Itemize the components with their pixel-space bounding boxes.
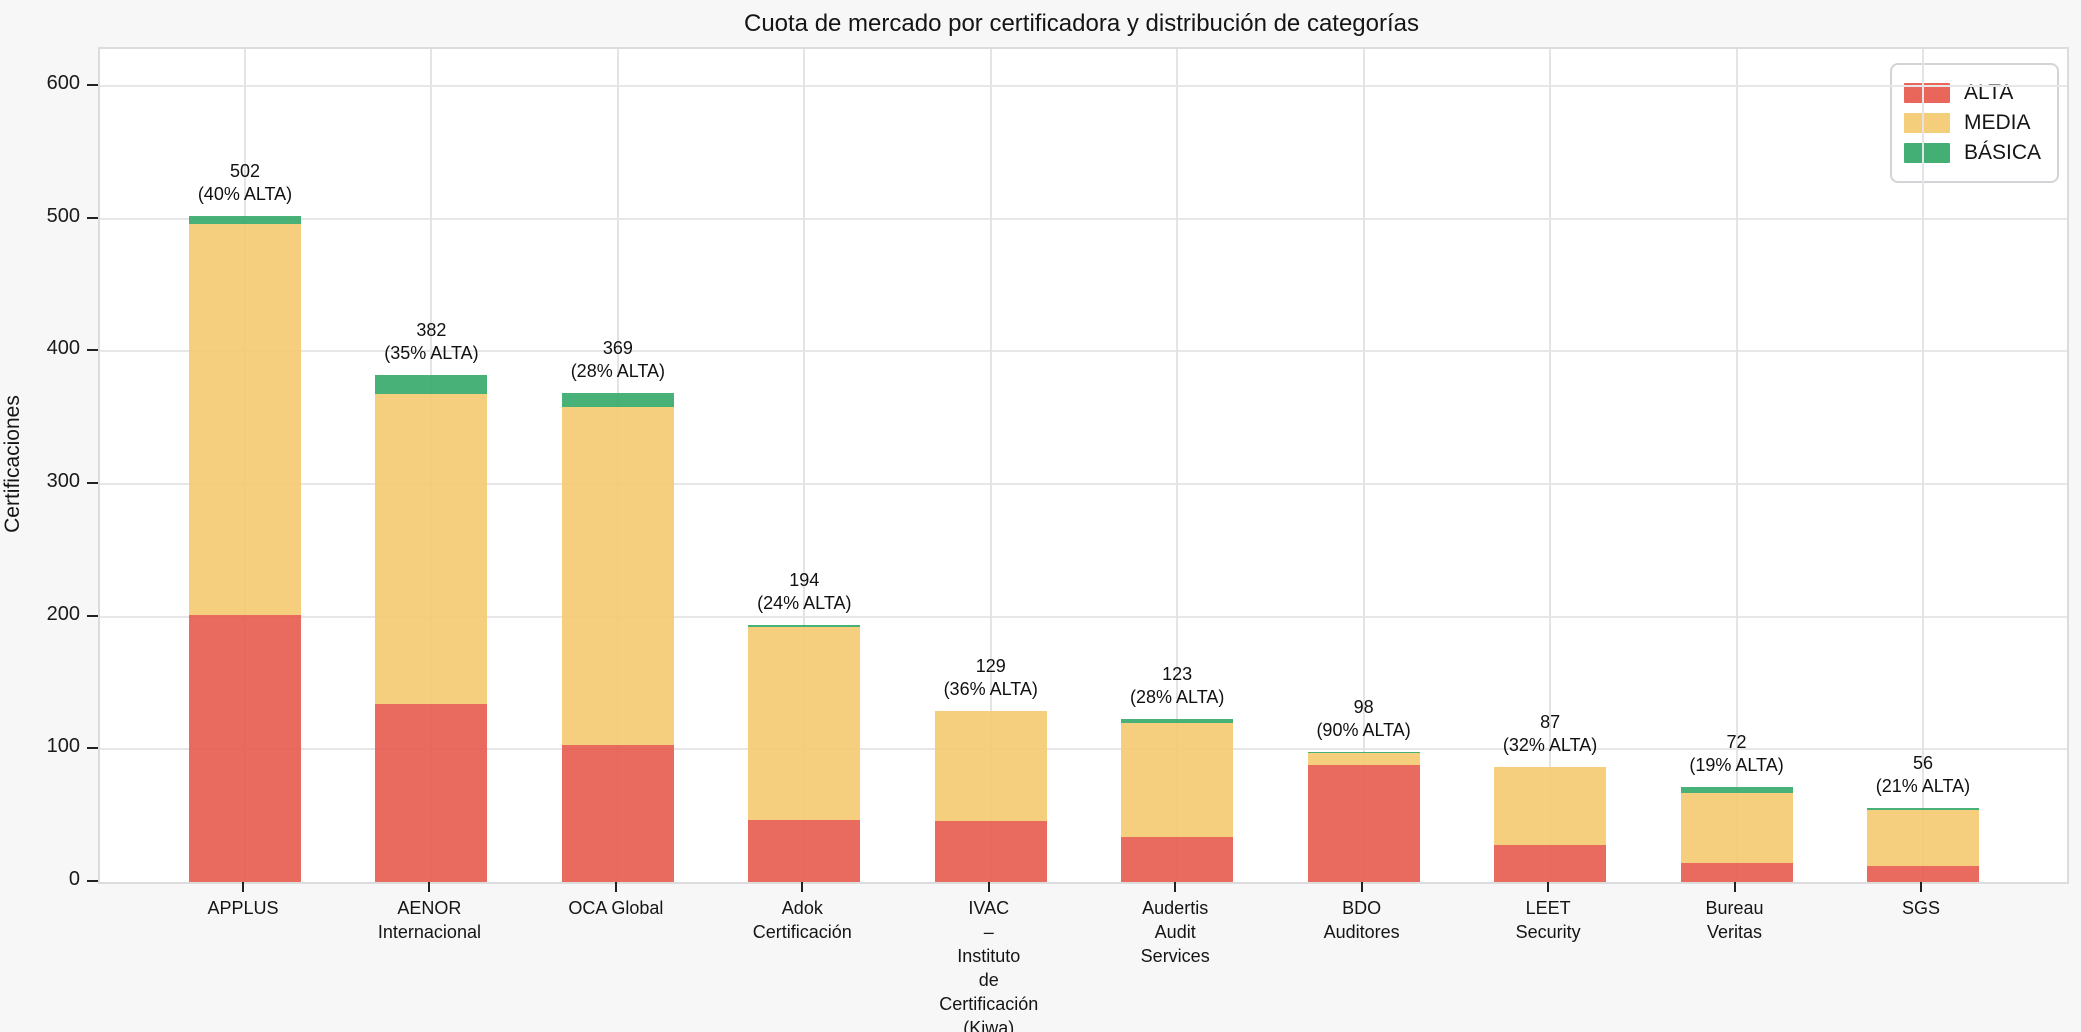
y-tick-mark-600 (87, 84, 98, 87)
x-category-label-aenor-internacional: AENOR Internacional (377, 898, 481, 942)
y-tick-label-300: 300 (46, 470, 80, 493)
gridline-y-500 (100, 217, 2067, 220)
legend-item-basica: BÁSICA (1903, 141, 2041, 165)
y-tick-mark-200 (87, 614, 98, 617)
bar-segment-media-oca-global (561, 407, 674, 746)
legend-item-media: MEDIA (1903, 111, 2041, 135)
y-tick-label-100: 100 (46, 735, 80, 758)
bar-segment-basica-oca-global (561, 392, 674, 408)
x-category-label-applus: APPLUS (207, 898, 279, 918)
y-tick-mark-100 (87, 747, 98, 750)
gridline-x-adok-certificacion (803, 49, 806, 882)
x-category-label-sgs: SGS (1901, 898, 1940, 918)
bar-value-label-ivac-instituto-de-certificacion-kiwa: 129 (36% ALTA) (943, 655, 1038, 699)
y-tick-mark-400 (87, 349, 98, 352)
legend-swatch-media (1903, 113, 1950, 133)
bar-segment-media-adok-certificacion (748, 627, 861, 820)
x-tick-mark-bureau-veritas (1733, 882, 1736, 892)
x-tick-mark-aenor-internacional (428, 882, 431, 892)
bar-value-label-audertis-audit-services: 123 (28% ALTA) (1130, 663, 1225, 707)
bar-segment-media-sgs (1866, 810, 1979, 867)
bar-segment-media-audertis-audit-services (1121, 722, 1234, 837)
bar-segment-basica-adok-certificacion (748, 624, 861, 628)
bar-segment-media-bdo-auditores (1307, 753, 1420, 766)
x-tick-mark-audertis-audit-services (1174, 882, 1177, 892)
gridline-x-sgs (1921, 49, 1924, 882)
bar-segment-basica-aenor-internacional (375, 375, 488, 394)
x-tick-mark-oca-global (614, 882, 617, 892)
bar-segment-alta-aenor-internacional (375, 704, 488, 882)
bar-segment-media-bureau-veritas (1680, 793, 1793, 864)
bar-segment-alta-applus (189, 615, 301, 882)
bar-value-label-sgs: 56 (21% ALTA) (1875, 752, 1971, 796)
y-tick-mark-0 (87, 880, 98, 882)
x-category-label-bdo-auditores: BDO Auditores (1323, 898, 1400, 942)
bar-segment-alta-oca-global (561, 745, 674, 882)
x-tick-mark-leet-security (1547, 882, 1550, 892)
bar-segment-media-applus (189, 224, 301, 616)
bar-segment-alta-sgs (1866, 866, 1979, 882)
x-category-label-adok-certificacion: Adok Certificación (752, 898, 852, 942)
bar-segment-alta-ivac-instituto-de-certificacion-kiwa (934, 820, 1047, 882)
chart-title: Cuota de mercado por certificadora y dis… (743, 10, 1420, 37)
legend-label-media: MEDIA (1963, 111, 2031, 134)
x-tick-mark-applus (242, 882, 244, 892)
legend: ALTA MEDIA BÁSICA (1889, 63, 2059, 183)
bar-value-label-bureau-veritas: 72 (19% ALTA) (1689, 731, 1784, 775)
bar-value-label-oca-global: 369 (28% ALTA) (570, 337, 666, 381)
gridline-x-leet-security (1549, 49, 1552, 882)
gridline-y-600 (100, 85, 2067, 88)
bar-segment-alta-leet-security (1494, 844, 1607, 882)
bar-segment-basica-sgs (1866, 807, 1979, 811)
gridline-x-bureau-veritas (1735, 49, 1738, 882)
x-category-label-oca-global: OCA Global (568, 898, 664, 918)
plot-area: ALTA MEDIA BÁSICA 502 (40% ALTA) 382 (35% A… (98, 47, 2069, 884)
bar-value-label-aenor-internacional: 382 (35% ALTA) (384, 320, 479, 364)
y-tick-label-400: 400 (46, 337, 80, 360)
gridline-x-audertis-audit-services (1176, 49, 1179, 882)
gridline-y-100 (100, 748, 2067, 751)
y-tick-label-0: 0 (68, 868, 80, 890)
x-category-label-audertis-audit-services: Audertis Audit Services (1140, 898, 1210, 966)
bar-segment-basica-bureau-veritas (1680, 786, 1793, 794)
y-tick-label-600: 600 (46, 72, 80, 95)
y-tick-label-200: 200 (46, 602, 80, 625)
bar-value-label-leet-security: 87 (32% ALTA) (1502, 711, 1598, 755)
x-category-label-ivac-instituto-de-certificacion-kiwa: IVAC – Instituto de Certificación (Kiwa) (939, 898, 1039, 1032)
x-category-label-leet-security: LEET Security (1515, 898, 1581, 942)
bar-segment-alta-bdo-auditores (1307, 765, 1420, 882)
x-tick-mark-sgs (1919, 882, 1922, 892)
bar-segment-basica-audertis-audit-services (1121, 718, 1234, 723)
x-tick-mark-ivac-instituto-de-certificacion-kiwa (987, 882, 990, 892)
bar-value-label-bdo-auditores: 98 (90% ALTA) (1316, 697, 1411, 741)
bar-value-label-applus: 502 (40% ALTA) (197, 161, 293, 205)
gridline-x-bdo-auditores (1362, 49, 1365, 882)
x-category-label-bureau-veritas: Bureau Veritas (1705, 898, 1764, 942)
bar-segment-media-ivac-instituto-de-certificacion-kiwa (934, 710, 1047, 821)
y-tick-mark-500 (87, 216, 98, 219)
bar-segment-basica-applus (189, 216, 301, 225)
bar-segment-alta-bureau-veritas (1680, 863, 1793, 882)
gridline-y-300 (100, 483, 2067, 486)
legend-label-basica: BÁSICA (1963, 141, 2041, 164)
gridline-y-200 (100, 615, 2067, 618)
bar-value-label-adok-certificacion: 194 (24% ALTA) (757, 569, 852, 613)
bar-segment-media-aenor-internacional (375, 393, 488, 705)
bar-segment-alta-adok-certificacion (748, 819, 861, 882)
y-tick-label-500: 500 (46, 204, 80, 227)
legend-swatch-alta (1903, 83, 1950, 103)
bar-segment-basica-bdo-auditores (1307, 752, 1420, 754)
gridline-y-400 (100, 350, 2067, 353)
bar-segment-alta-audertis-audit-services (1121, 836, 1234, 882)
y-tick-mark-300 (87, 482, 98, 485)
gridline-x-ivac-instituto-de-certificacion-kiwa (989, 49, 992, 882)
legend-swatch-basica (1903, 143, 1950, 163)
x-tick-mark-bdo-auditores (1360, 882, 1363, 892)
bar-segment-media-leet-security (1494, 766, 1607, 845)
x-tick-mark-adok-certificacion (801, 882, 804, 892)
